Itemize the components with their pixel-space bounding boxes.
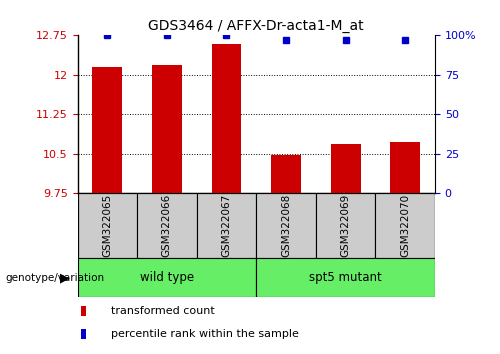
- Text: GSM322066: GSM322066: [162, 194, 172, 257]
- Text: GSM322065: GSM322065: [102, 194, 113, 257]
- Text: genotype/variation: genotype/variation: [5, 273, 104, 283]
- Bar: [212, 44, 242, 193]
- Text: GSM322067: GSM322067: [222, 194, 232, 257]
- Text: spt5 mutant: spt5 mutant: [309, 272, 382, 284]
- Bar: [152, 65, 182, 193]
- Bar: [256, 193, 316, 258]
- Bar: [81, 306, 86, 316]
- Bar: [81, 329, 86, 339]
- Text: GSM322068: GSM322068: [281, 194, 291, 257]
- Bar: [196, 193, 256, 258]
- Text: percentile rank within the sample: percentile rank within the sample: [112, 329, 300, 339]
- Bar: [137, 193, 196, 258]
- Bar: [376, 193, 435, 258]
- Text: ▶: ▶: [60, 272, 70, 284]
- Text: transformed count: transformed count: [112, 306, 215, 316]
- Bar: [390, 142, 420, 193]
- Text: GSM322069: GSM322069: [340, 194, 350, 257]
- Text: wild type: wild type: [140, 272, 194, 284]
- Title: GDS3464 / AFFX-Dr-acta1-M_at: GDS3464 / AFFX-Dr-acta1-M_at: [148, 19, 364, 33]
- Bar: [316, 193, 376, 258]
- Bar: [271, 155, 301, 193]
- Bar: [256, 258, 435, 297]
- Bar: [92, 67, 122, 193]
- Bar: [78, 258, 256, 297]
- Text: GSM322070: GSM322070: [400, 194, 410, 257]
- Bar: [78, 193, 137, 258]
- Bar: [330, 144, 360, 193]
